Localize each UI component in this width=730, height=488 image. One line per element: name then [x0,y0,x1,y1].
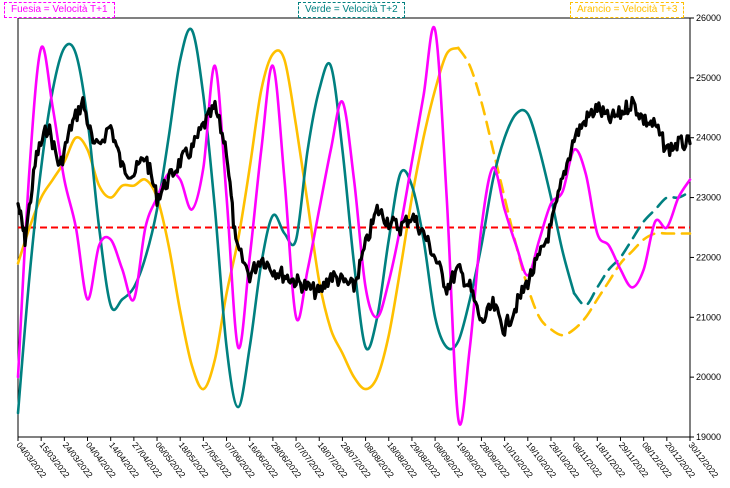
series-line-t2-projection [572,190,692,307]
legend-verde: Verde = Velocità T+2 [298,2,405,18]
y-tick-label: 25000 [696,73,721,83]
legend-fuesia: Fuesia = Velocità T+1 [4,2,115,18]
y-axis: 19000 20000 21000 22000 23000 24000 25000 26000 [690,13,721,442]
y-tick-label: 22000 [696,252,721,262]
y-tick-label: 21000 [696,312,721,322]
y-tick-label: 24000 [696,133,721,143]
legend-arancio: Arancio = Velocità T+3 [570,2,685,18]
x-axis: 04/03/202215/03/202224/03/202204/04/2022… [14,437,721,480]
y-tick-label: 19000 [696,432,721,442]
series-line-t2 [16,27,576,415]
series-line-t1 [16,25,692,426]
y-tick-label: 20000 [696,372,721,382]
series-line-price [16,95,692,337]
y-tick-label: 26000 [696,13,721,23]
y-tick-label: 23000 [696,193,721,203]
series-group [16,25,692,426]
